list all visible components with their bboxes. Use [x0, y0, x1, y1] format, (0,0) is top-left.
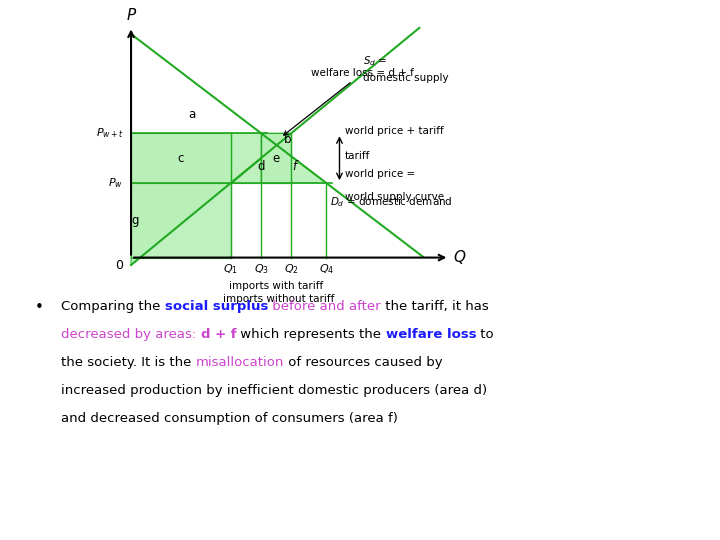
Polygon shape [131, 133, 291, 265]
Text: d + f: d + f [201, 328, 236, 341]
Text: $Q_4$: $Q_4$ [319, 262, 334, 276]
Polygon shape [261, 133, 326, 183]
Text: the society. It is the: the society. It is the [61, 356, 196, 369]
Text: $S_d$ =: $S_d$ = [363, 54, 387, 68]
Polygon shape [261, 133, 291, 145]
Text: welfare loss = d + f: welfare loss = d + f [284, 68, 413, 135]
Text: imports with tariff: imports with tariff [229, 281, 323, 291]
Text: which represents the: which represents the [236, 328, 386, 341]
Text: g: g [132, 214, 139, 227]
Polygon shape [131, 133, 230, 183]
Text: P: P [127, 8, 135, 23]
Text: before and after: before and after [268, 300, 381, 313]
Text: misallocation: misallocation [196, 356, 284, 369]
Polygon shape [131, 183, 230, 258]
Text: $Q_1$: $Q_1$ [223, 262, 238, 276]
Text: to: to [476, 328, 494, 341]
Text: imports without tariff: imports without tariff [223, 294, 334, 303]
Text: social surplus: social surplus [165, 300, 268, 313]
Text: world price =: world price = [345, 170, 415, 179]
Text: c: c [178, 152, 184, 165]
Text: 0: 0 [115, 259, 124, 272]
Text: e: e [273, 152, 280, 165]
Text: •: • [35, 300, 43, 315]
Text: tariff: tariff [345, 151, 371, 161]
Text: of resources caused by: of resources caused by [284, 356, 443, 369]
Text: b: b [284, 133, 292, 146]
Text: $P_w$: $P_w$ [109, 176, 124, 190]
Text: world supply curve: world supply curve [345, 192, 444, 202]
Text: $Q_3$: $Q_3$ [253, 262, 269, 276]
Text: $P_{w+t}$: $P_{w+t}$ [96, 126, 124, 140]
Polygon shape [230, 133, 291, 183]
Text: increased production by inefficient domestic producers (area d): increased production by inefficient dome… [61, 384, 487, 397]
Text: the tariff, it has: the tariff, it has [381, 300, 489, 313]
Text: a: a [189, 108, 196, 122]
Text: world price + tariff: world price + tariff [345, 126, 444, 136]
Text: Q: Q [453, 250, 465, 265]
Text: domestic supply: domestic supply [363, 73, 449, 83]
Polygon shape [261, 133, 291, 183]
Text: f: f [292, 160, 296, 173]
Text: $D_d$ = domestic demand: $D_d$ = domestic demand [330, 195, 453, 210]
Text: decreased by areas:: decreased by areas: [61, 328, 201, 341]
Text: and decreased consumption of consumers (area f): and decreased consumption of consumers (… [61, 412, 398, 425]
Text: welfare loss: welfare loss [386, 328, 476, 341]
Text: $Q_2$: $Q_2$ [284, 262, 299, 276]
Text: d: d [257, 160, 265, 173]
Text: Comparing the: Comparing the [61, 300, 165, 313]
